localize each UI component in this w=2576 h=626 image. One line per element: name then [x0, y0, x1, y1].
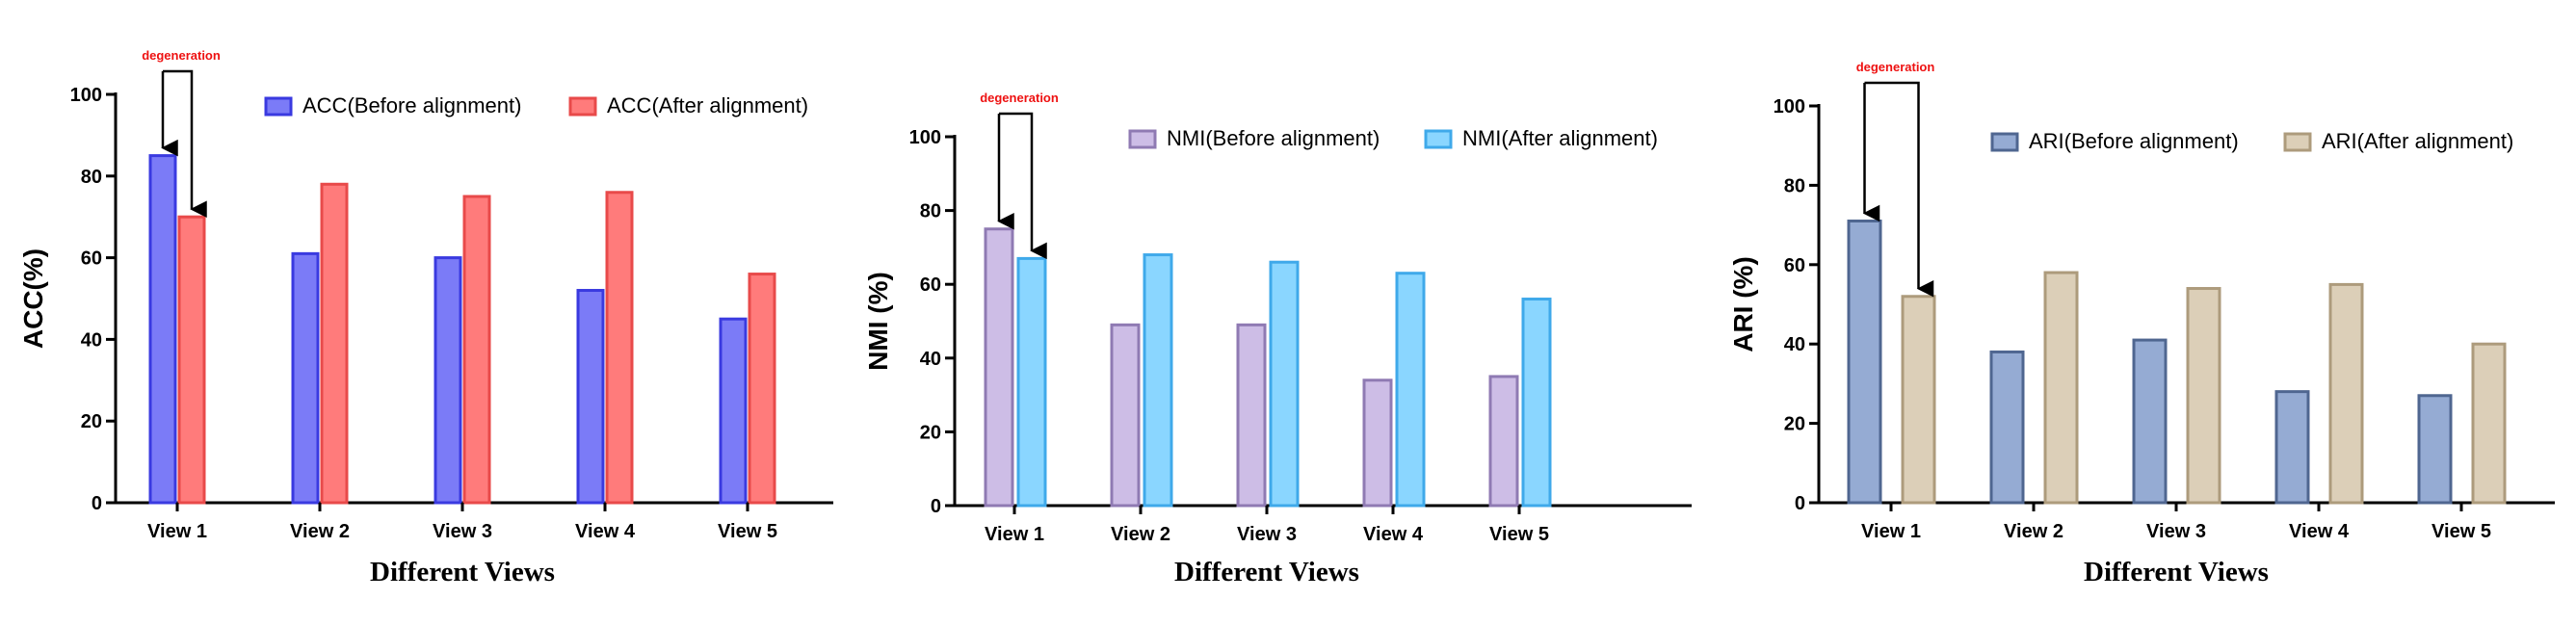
bar-before-4 [2274, 390, 2310, 505]
y-tick-label: 100 [909, 127, 941, 148]
bar-before-5 [719, 317, 748, 505]
legend-label: ARI(After alignment) [2322, 129, 2513, 153]
bar-before-1 [1847, 219, 1882, 505]
legend-swatch [2283, 132, 2312, 152]
bar-before-4 [576, 289, 605, 505]
bar-before-4 [1362, 378, 1393, 508]
y-tick-label: 60 [81, 248, 102, 270]
legend-swatch [1424, 129, 1453, 149]
x-tick-label: View 2 [290, 521, 350, 542]
y-tick-label: 100 [70, 85, 102, 106]
bar-after-4 [1395, 272, 1426, 508]
x-tick-label: View 2 [2004, 521, 2063, 542]
x-tick-label: View 1 [1861, 521, 1921, 542]
nmi-chart: 0 20 40 60 80 100 View 1 View 2 View 3 View 4 View… [863, 91, 1692, 587]
y-tick-label: 60 [1784, 255, 1805, 276]
y-tick-label: 20 [81, 411, 102, 432]
y-tick-label: 40 [920, 349, 941, 370]
legend-swatch [1128, 129, 1157, 149]
bar-before-2 [1989, 350, 2025, 505]
degeneration-arrow [1864, 81, 1934, 298]
bar-after-1 [177, 215, 206, 505]
bar-after-2 [2043, 271, 2079, 505]
x-tick-label: View 4 [575, 521, 636, 542]
annotation-label: degeneration [1856, 60, 1935, 74]
y-tick-label: 40 [1784, 334, 1805, 355]
bar-after-4 [2328, 282, 2364, 505]
x-tick-label: View 3 [433, 521, 492, 542]
y-axis-title: NMI (%) [863, 272, 893, 371]
bar-before-1 [984, 227, 1014, 508]
y-tick-label: 40 [81, 329, 102, 351]
bar-before-2 [291, 251, 320, 505]
legend-label: NMI(After alignment) [1462, 126, 1658, 150]
y-tick-label: 20 [920, 422, 941, 443]
legend-swatch [568, 96, 597, 117]
legend-swatch [264, 96, 293, 117]
x-tick-label: View 2 [1111, 524, 1170, 545]
x-tick-label: View 4 [2289, 521, 2350, 542]
bar-before-3 [1236, 323, 1267, 508]
y-tick-label: 100 [1774, 96, 1805, 117]
x-tick-label: View 5 [718, 521, 777, 542]
bar-before-5 [1488, 375, 1519, 508]
bar-before-1 [148, 154, 177, 505]
bar-after-1 [1901, 295, 1936, 505]
y-tick-label: 0 [931, 496, 941, 517]
bar-after-3 [1269, 260, 1300, 508]
x-axis-title: Different Views [1174, 557, 1359, 587]
legend-label: ARI(Before alignment) [2029, 129, 2239, 153]
legend-label: NMI(Before alignment) [1167, 126, 1380, 150]
x-tick-label: View 3 [2146, 521, 2206, 542]
x-tick-label: View 4 [1363, 524, 1424, 545]
x-tick-label: View 3 [1237, 524, 1297, 545]
y-tick-label: 80 [1784, 175, 1805, 196]
bar-before-5 [2417, 394, 2453, 505]
bar-after-2 [320, 182, 349, 505]
annotation-label: degeneration [142, 48, 221, 63]
y-tick-label: 80 [920, 201, 941, 222]
bar-after-3 [2186, 287, 2221, 505]
annotation-label: degeneration [980, 91, 1059, 105]
bar-after-5 [1521, 298, 1552, 508]
x-tick-label: View 1 [147, 521, 207, 542]
x-axis-title: Different Views [2084, 557, 2269, 587]
acc-chart: 0 20 40 60 80 100 View 1 View 2 View 3 View 4 View… [18, 48, 833, 587]
degeneration-arrow [163, 69, 207, 218]
bar-before-3 [2132, 338, 2168, 505]
degeneration-arrow [999, 112, 1047, 260]
bar-before-3 [434, 256, 462, 505]
bar-before-2 [1110, 323, 1141, 508]
y-tick-label: 60 [920, 274, 941, 296]
ari-chart: 0 20 40 60 80 100 View 1 View 2 View 3 View 4 View… [1728, 60, 2555, 587]
bar-after-1 [1016, 256, 1047, 508]
legend-label: ACC(Before alignment) [302, 93, 521, 117]
x-tick-label: View 5 [2431, 521, 2491, 542]
y-tick-label: 80 [81, 167, 102, 188]
legend-label: ACC(After alignment) [607, 93, 808, 117]
y-axis-title: ACC(%) [18, 248, 48, 349]
y-tick-label: 0 [92, 493, 102, 514]
x-tick-label: View 1 [985, 524, 1044, 545]
x-axis-title: Different Views [370, 557, 555, 587]
y-axis-title: ARI (%) [1728, 256, 1758, 352]
y-tick-label: 0 [1795, 493, 1805, 514]
bar-after-2 [1143, 253, 1173, 508]
bar-after-5 [2471, 342, 2507, 505]
x-tick-label: View 5 [1489, 524, 1549, 545]
y-tick-label: 20 [1784, 414, 1805, 435]
bar-after-3 [462, 195, 491, 505]
bar-after-4 [605, 191, 634, 505]
bar-after-5 [748, 273, 776, 505]
legend-swatch [1990, 132, 2019, 152]
